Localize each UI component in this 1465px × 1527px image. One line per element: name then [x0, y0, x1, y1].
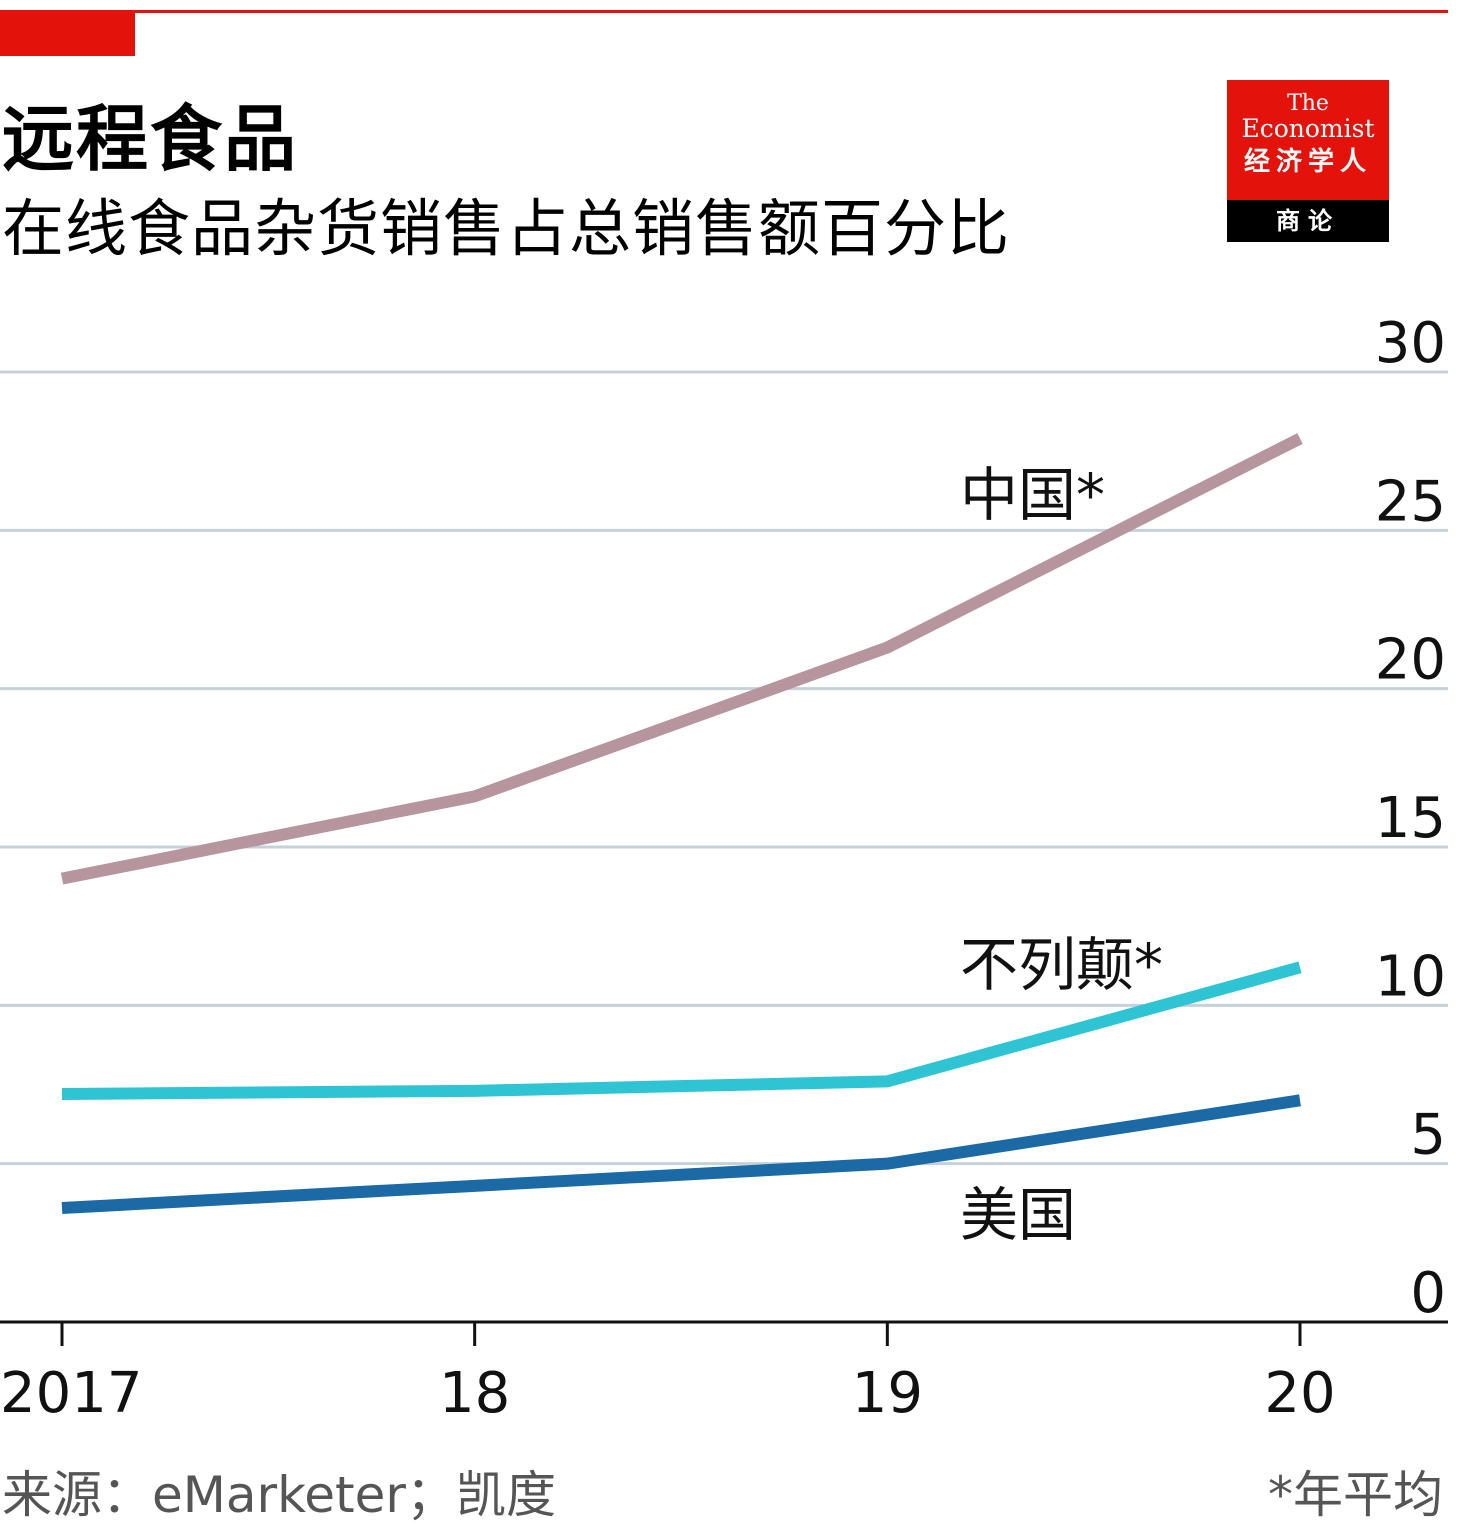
x-tick-label: 2017 — [0, 1361, 143, 1426]
x-tick-label: 20 — [1264, 1361, 1335, 1426]
y-tick-label: 10 — [1375, 944, 1446, 1009]
x-tick-label: 19 — [852, 1361, 923, 1426]
x-tick-label: 18 — [439, 1361, 510, 1426]
series-line-0 — [62, 439, 1300, 879]
y-tick-label: 20 — [1375, 628, 1446, 693]
y-tick-label: 5 — [1410, 1103, 1446, 1168]
y-tick-label: 15 — [1375, 786, 1446, 851]
y-tick-label: 30 — [1375, 311, 1446, 376]
source-note: 来源：eMarketer；凯度 — [2, 1455, 556, 1527]
footnote: *年平均 — [1268, 1455, 1443, 1527]
y-tick-label: 25 — [1375, 469, 1446, 534]
series-label: 美国 — [960, 1181, 1076, 1249]
series-label: 中国* — [960, 461, 1105, 529]
series-label: 不列颠* — [960, 931, 1163, 999]
y-tick-label: 0 — [1410, 1261, 1446, 1326]
series-line-2 — [62, 1100, 1300, 1208]
